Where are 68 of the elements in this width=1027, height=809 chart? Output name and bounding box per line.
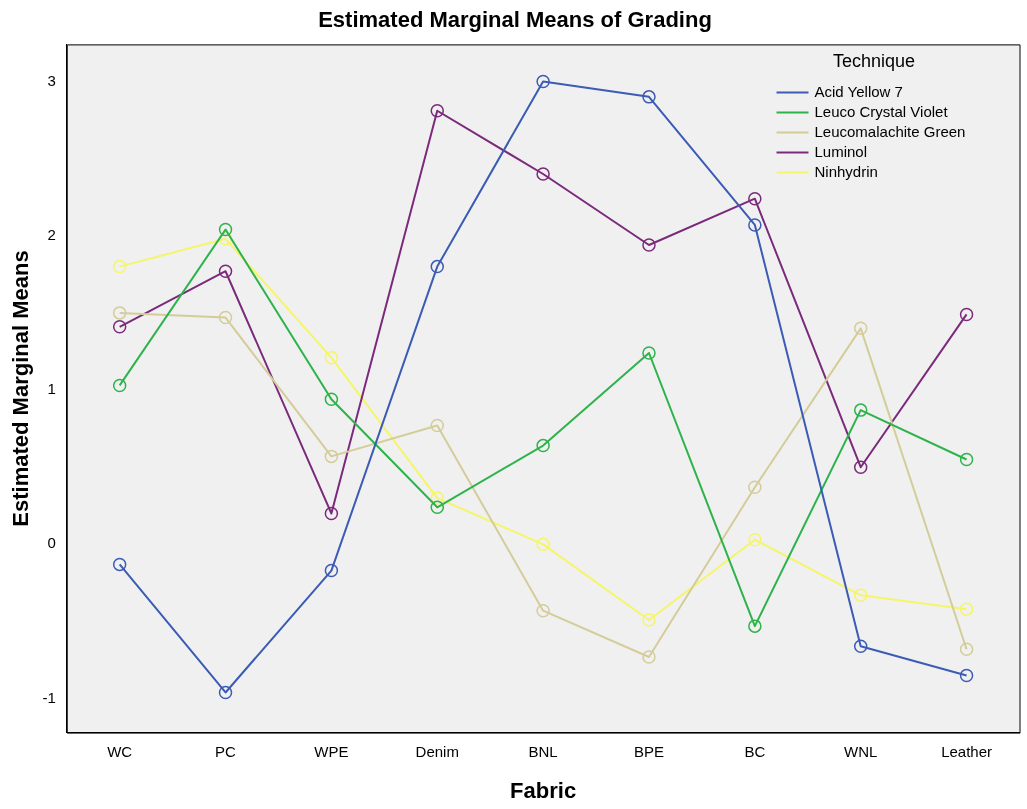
x-tick-label: BNL	[528, 742, 558, 760]
point	[959, 668, 974, 683]
point	[112, 320, 127, 334]
point	[536, 537, 550, 552]
legend-label: Luminol	[814, 142, 868, 160]
point	[430, 500, 445, 515]
x-tick-label: BPE	[633, 742, 664, 760]
point	[959, 452, 974, 467]
x-axis-title: Fabric	[510, 777, 577, 803]
point	[748, 191, 762, 206]
point	[642, 650, 656, 664]
x-tick-label: Denim	[415, 742, 459, 760]
point	[536, 74, 550, 89]
point	[218, 310, 233, 325]
point	[324, 563, 339, 578]
point	[853, 588, 868, 603]
point	[853, 460, 868, 474]
point	[324, 506, 339, 521]
x-tick-label: WNL	[844, 742, 878, 760]
point	[536, 603, 550, 618]
x-tick-label: WPE	[314, 742, 349, 760]
point	[430, 418, 445, 433]
point	[218, 232, 233, 246]
point	[324, 392, 339, 407]
point	[748, 480, 762, 495]
point	[748, 619, 762, 633]
point	[642, 90, 656, 104]
legend-title: Technique	[832, 51, 916, 72]
y-tick-label: 1	[47, 380, 56, 398]
point	[642, 346, 656, 360]
legend-label: Ninhydrin	[814, 162, 878, 180]
x-tick-label: PC	[215, 742, 237, 760]
y-tick-label: -1	[42, 688, 56, 706]
y-tick-label: 0	[47, 534, 56, 552]
point	[748, 218, 762, 232]
point	[642, 613, 656, 627]
x-tick-label: Leather	[941, 742, 993, 760]
point	[853, 639, 868, 653]
point	[112, 378, 127, 393]
point	[853, 321, 868, 336]
point	[324, 350, 339, 365]
x-tick-label: BC	[744, 742, 766, 760]
point	[959, 642, 974, 657]
point	[959, 602, 974, 616]
point	[324, 449, 339, 464]
point	[112, 557, 127, 572]
point	[536, 167, 550, 181]
point	[112, 259, 127, 274]
point	[218, 222, 233, 237]
point	[112, 306, 127, 320]
point	[853, 403, 868, 417]
y-tick-label: 2	[47, 225, 56, 243]
chart-title: Estimated Marginal Means of Grading	[318, 7, 712, 33]
legend-label: Acid Yellow 7	[814, 82, 903, 100]
legend-label: Leuco Crystal Violet	[814, 102, 949, 120]
point	[642, 238, 656, 252]
point	[430, 104, 445, 118]
point	[430, 259, 445, 274]
legend-label: Leucomalachite Green	[814, 122, 966, 140]
point	[430, 491, 445, 505]
point	[536, 438, 550, 453]
x-tick-label: WC	[107, 742, 133, 760]
y-tick-label: 3	[47, 71, 56, 89]
point	[748, 532, 762, 547]
y-axis-title: Estimated Marginal Means	[8, 250, 34, 527]
point	[218, 685, 233, 700]
point	[218, 264, 233, 278]
point	[959, 307, 974, 322]
